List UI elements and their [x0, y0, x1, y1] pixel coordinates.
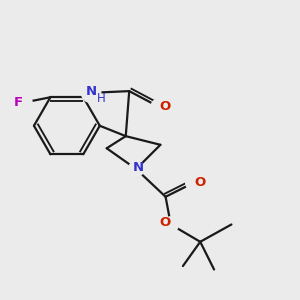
Text: F: F: [14, 96, 23, 109]
Text: N: N: [132, 161, 143, 174]
Text: H: H: [97, 92, 106, 104]
Circle shape: [81, 83, 101, 103]
Text: N: N: [85, 85, 97, 98]
Text: O: O: [194, 176, 205, 189]
Circle shape: [17, 95, 32, 110]
Circle shape: [151, 99, 166, 114]
Circle shape: [163, 217, 178, 232]
Text: O: O: [159, 100, 170, 113]
Text: O: O: [159, 216, 170, 229]
Circle shape: [128, 161, 144, 177]
Circle shape: [186, 175, 201, 190]
